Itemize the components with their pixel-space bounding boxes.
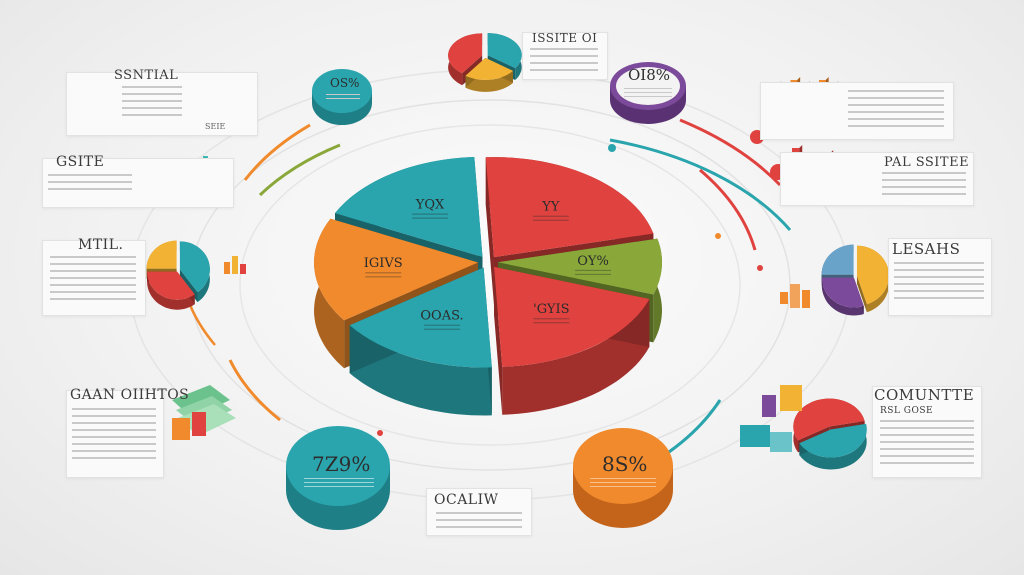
panel-text-lines: [894, 262, 984, 304]
panel-ssntial: [66, 72, 258, 136]
panel-gsite: [42, 158, 234, 208]
panel-text-lines: [880, 420, 974, 469]
panel-title-lesahs: LESAHS: [892, 240, 961, 258]
badge-label-teal-bottom: 7Z9%: [312, 452, 371, 476]
main-pie-slice: [497, 238, 662, 295]
badge-text-lines: [326, 94, 360, 102]
panel-title-ssntial: SSNTIAL: [114, 68, 179, 83]
main-pie-slice: [349, 267, 492, 368]
pie-right-slice: [856, 245, 889, 305]
panel-text-lines: [530, 48, 598, 76]
pie-label-line: [575, 273, 612, 276]
pie-slice-label: YQX: [415, 198, 445, 213]
orange-blocks-icon: [780, 284, 810, 308]
pie-label-line: [575, 269, 612, 272]
pie-label-line: [424, 324, 461, 326]
main-pie-slice: [485, 157, 654, 258]
pie-label-line: [365, 276, 402, 278]
pie-slice-label: OOAS.: [420, 309, 463, 324]
badge-label-teal-top: OS%: [330, 76, 360, 90]
panel-text-lines: [848, 90, 944, 132]
panel-text-lines: [72, 408, 156, 464]
pie-top-slice: [448, 33, 483, 74]
panel-title-comuntte: COMUNTTE: [874, 386, 975, 404]
pie-label-line: [533, 322, 570, 324]
badge-text-lines: [304, 478, 374, 490]
panel-title-pal: PAL SSITEE: [884, 155, 970, 170]
pie-slice-label: YY: [541, 200, 560, 215]
pie-top-slice: [487, 33, 522, 69]
pie-label-line: [532, 219, 569, 221]
disc-orange-bottom: [573, 428, 673, 528]
money-stack-icon: [172, 385, 236, 440]
panel-gaan: [66, 390, 164, 478]
pie-label-line: [533, 318, 570, 320]
badge-text-lines: [590, 478, 656, 490]
pie-comm-slice: [793, 398, 865, 441]
pie-slice-label: 'GYIS: [533, 302, 569, 317]
bar-panel-label: SEIE: [205, 122, 226, 131]
badge-label-purple: OI8%: [628, 66, 671, 84]
pie-slice-label: OY%: [577, 254, 609, 269]
badge-label-orange-bottom: 8S%: [602, 452, 648, 476]
panel-title-mtil: MTIL.: [78, 237, 124, 253]
panel-subtitle-comuntte: RSL GOSE: [880, 406, 934, 416]
small-bar-cluster-icon: [224, 256, 246, 274]
pie-label-line: [532, 215, 569, 217]
main-pie-slice: [335, 157, 483, 257]
pie-left-slice: [146, 240, 177, 269]
panel-text-lines: [48, 174, 132, 195]
pie-label-line: [412, 213, 449, 215]
panel-title-gsite: GSITE: [56, 154, 105, 170]
pie-right-slice: [821, 244, 854, 275]
pie-top-slice: [465, 57, 513, 80]
panel-title-gaan: GAAN OIIHTOS: [70, 387, 190, 403]
pie-comm-slice: [799, 423, 867, 458]
panel-text-lines: [50, 256, 136, 305]
pie-right-slice: [821, 277, 864, 308]
pie-label-line: [365, 272, 402, 274]
pie-label-line: [412, 217, 449, 219]
pie-slice-label: IGIVS: [364, 256, 403, 271]
panel-text-lines: [436, 512, 522, 533]
pie-left-slice: [179, 241, 210, 293]
blocks-icon: [740, 385, 802, 452]
panel-title-ocaliw: OCALIW: [434, 492, 499, 508]
panel-text-lines: [882, 172, 966, 200]
badge-text-lines: [624, 88, 672, 100]
pie-left-slice: [147, 271, 195, 300]
pie-label-line: [424, 328, 461, 330]
panel-text-lines: [122, 86, 182, 121]
main-pie-slice: [314, 218, 479, 321]
main-pie-slice: [494, 266, 650, 367]
panel-title-issite: ISSITE OI: [532, 31, 598, 45]
